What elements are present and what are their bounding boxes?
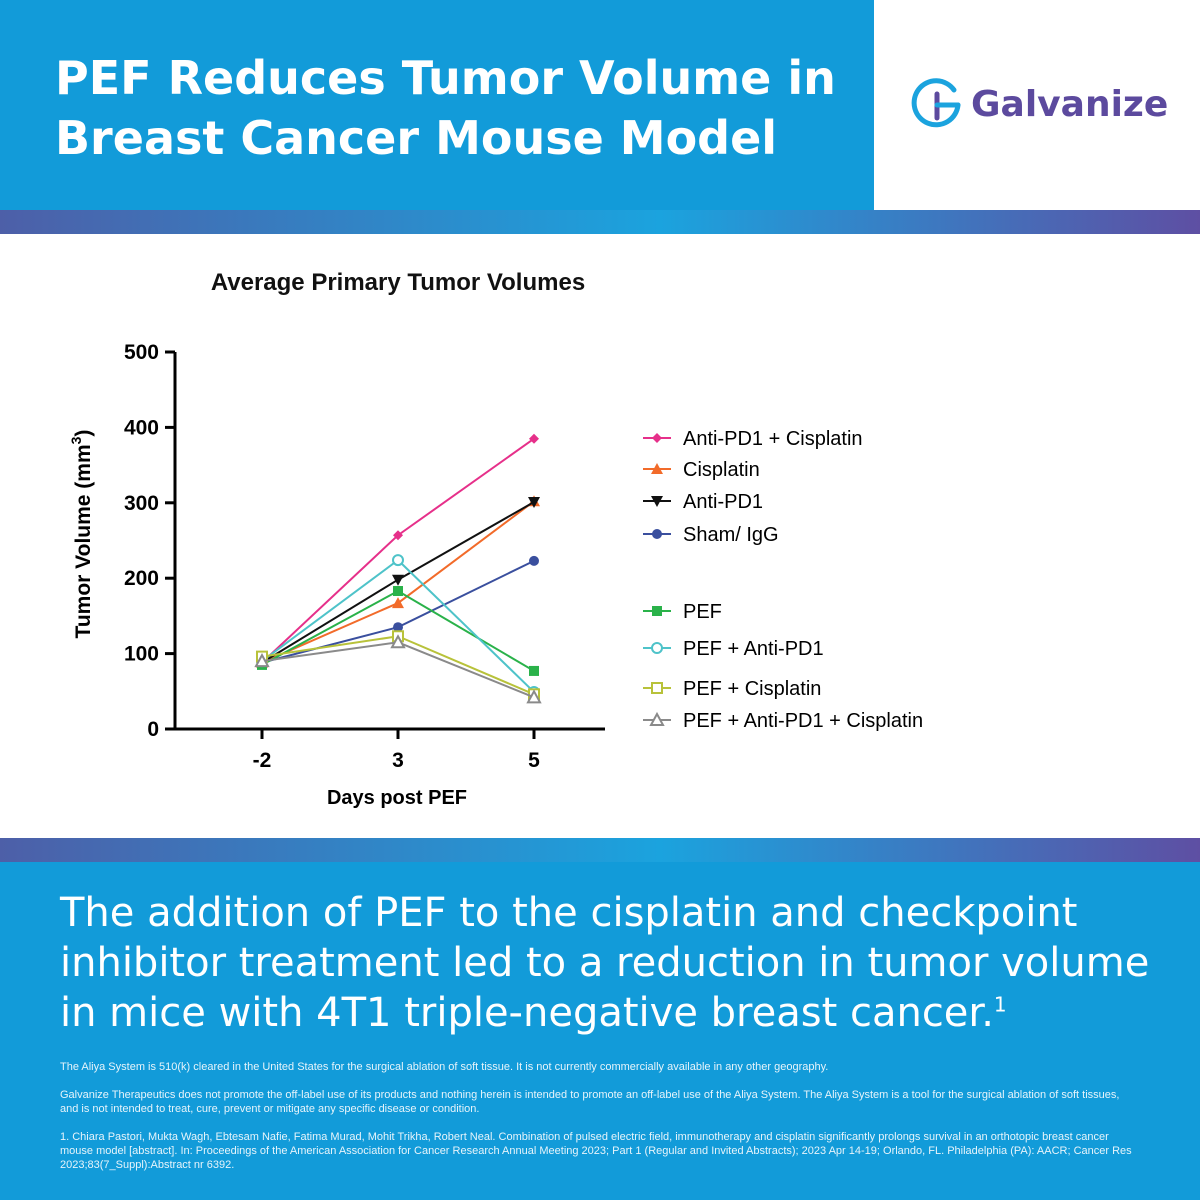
title-line-2: Breast Cancer Mouse Model: [55, 111, 778, 165]
y-tick-label: 100: [124, 643, 159, 666]
y-tick-label: 300: [124, 492, 159, 515]
data-point: [529, 433, 539, 444]
data-point: [393, 530, 403, 541]
data-point: [392, 597, 404, 609]
y-axis-label-text: Tumor Volume (mm: [72, 444, 95, 638]
legend-label: Anti-PD1: [683, 491, 763, 513]
legend-marker: [651, 463, 663, 474]
legend-marker: [651, 496, 663, 507]
data-point: [254, 653, 270, 668]
legend-marker: [651, 682, 663, 694]
x-tick-label: 5: [528, 749, 540, 772]
y-tick-label: 400: [124, 416, 159, 439]
legend-label: PEF + Cisplatin: [683, 678, 821, 700]
regulatory-disclaimer: The Aliya System is 510(k) cleared in th…: [60, 1061, 829, 1073]
chart-title: Average Primary Tumor Volumes: [211, 269, 585, 296]
conclusion-text: The addition of PEF to the cisplatin and…: [60, 888, 1170, 1038]
data-point: [392, 574, 404, 586]
conclusion-body: The addition of PEF to the cisplatin and…: [60, 890, 1150, 1036]
y-tick-label: 500: [124, 341, 159, 364]
legend-marker: [651, 642, 663, 654]
logo: Galvanize: [874, 0, 1200, 210]
data-point: [390, 634, 406, 649]
header-banner: PEF Reduces Tumor Volume in Breast Cance…: [0, 0, 1200, 210]
x-tick-label: 3: [392, 749, 404, 772]
legend-label: PEF + Anti-PD1: [683, 638, 824, 660]
y-axis-label: Tumor Volume (mm3): [68, 430, 95, 639]
gradient-divider-bottom: [0, 838, 1200, 862]
data-point: [393, 622, 403, 633]
footer-banner: The addition of PEF to the cisplatin and…: [0, 862, 1200, 1200]
chart-axes: 0 100 200 300 400 500 -2 3 5: [124, 341, 605, 772]
y-axis-label-close: ): [72, 430, 95, 437]
chart-legend: Anti-PD1 + Cisplatin Cisplatin Anti-PD1 Sha…: [643, 428, 923, 732]
chart-series: [254, 433, 542, 704]
x-tick-label: -2: [253, 749, 272, 772]
legend-marker: [652, 433, 662, 443]
data-point: [529, 555, 539, 566]
legend-label: Sham/ IgG: [683, 524, 779, 546]
reference-citation: 1. Chiara Pastori, Mukta Wagh, Ebtesam N…: [60, 1131, 1132, 1171]
y-tick-label: 0: [147, 718, 159, 741]
data-point: [392, 554, 404, 567]
page-title: PEF Reduces Tumor Volume in Breast Cance…: [55, 48, 855, 168]
y-axis-label-superscript: 3: [68, 436, 84, 444]
legend-label: Anti-PD1 + Cisplatin: [683, 428, 863, 450]
data-point: [526, 689, 542, 704]
title-line-1: PEF Reduces Tumor Volume in: [55, 51, 836, 105]
legend-marker: [652, 606, 662, 616]
legend-label: PEF: [683, 601, 722, 623]
y-tick-label: 200: [124, 567, 159, 590]
legend-label: PEF + Anti-PD1 + Cisplatin: [683, 710, 923, 732]
legend-marker: [652, 529, 662, 539]
data-point: [393, 586, 403, 597]
legend-marker: [649, 711, 665, 726]
data-point: [528, 497, 540, 509]
gradient-divider-top: [0, 210, 1200, 234]
tumor-volume-chart: Average Primary Tumor Volumes 0 100 200 300…: [68, 269, 923, 809]
data-point: [529, 665, 539, 676]
off-label-disclaimer: Galvanize Therapeutics does not promote …: [60, 1089, 1120, 1115]
x-axis-label: Days post PEF: [327, 787, 467, 809]
legend-label: Cisplatin: [683, 459, 760, 481]
footnote-marker: 1: [993, 992, 1007, 1017]
logo-text: Galvanize: [971, 84, 1169, 125]
galvanize-logo-icon: [911, 78, 961, 128]
